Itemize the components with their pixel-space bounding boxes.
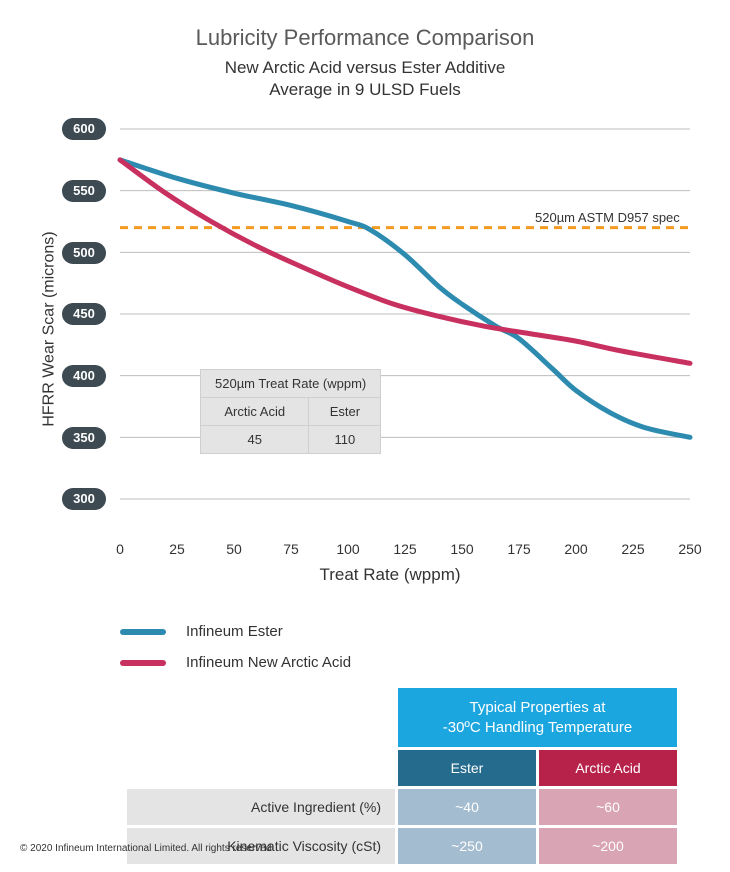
props-row0-label: Active Ingredient (%)	[127, 789, 395, 825]
props-title-l1: Typical Properties at	[470, 699, 606, 716]
y-tick: 400	[62, 365, 106, 387]
properties-table: Typical Properties at -30ºC Handling Tem…	[124, 685, 680, 867]
x-tick: 75	[283, 541, 299, 557]
chart-area: HFRR Wear Scar (microns) 300 350 400 450 500…	[30, 119, 700, 539]
subtitle-line-1: New Arctic Acid versus Ester Additive	[225, 58, 506, 77]
props-col-acid: Arctic Acid	[539, 750, 677, 786]
x-ticks: 0 25 50 75 100 125 150 175 200 225 250	[30, 539, 700, 561]
y-axis-label: HFRR Wear Scar (microns)	[41, 232, 59, 427]
props-title-l2: -30ºC Handling Temperature	[443, 719, 632, 736]
y-tick: 300	[62, 488, 106, 510]
legend-label-ester: Infineum Ester	[186, 623, 283, 640]
inset-col-arctic: Arctic Acid	[201, 398, 309, 426]
y-tick: 600	[62, 118, 106, 140]
props-row-0: Active Ingredient (%) ~40 ~60	[127, 789, 677, 825]
x-tick: 125	[393, 541, 416, 557]
x-tick: 225	[621, 541, 644, 557]
props-row1-acid: ~200	[539, 828, 677, 864]
chart-subtitle: New Arctic Acid versus Ester Additive Av…	[30, 57, 700, 101]
y-tick: 450	[62, 303, 106, 325]
props-title: Typical Properties at -30ºC Handling Tem…	[398, 688, 677, 747]
subtitle-line-2: Average in 9 ULSD Fuels	[269, 80, 461, 99]
x-tick: 50	[226, 541, 242, 557]
inset-col-ester: Ester	[309, 398, 381, 426]
legend-item-ester: Infineum Ester	[120, 623, 700, 640]
properties-table-wrap: Typical Properties at -30ºC Handling Tem…	[30, 685, 700, 867]
y-tick: 500	[62, 242, 106, 264]
props-col-ester: Ester	[398, 750, 536, 786]
x-tick: 250	[678, 541, 701, 557]
copyright: © 2020 Infineum International Limited. A…	[20, 843, 271, 854]
y-tick: 350	[62, 427, 106, 449]
x-tick: 200	[564, 541, 587, 557]
legend-swatch-acid	[120, 660, 166, 666]
page: Lubricity Performance Comparison New Arc…	[0, 0, 730, 872]
inset-table-title: 520µm Treat Rate (wppm)	[201, 370, 381, 398]
x-tick: 175	[507, 541, 530, 557]
x-tick: 150	[450, 541, 473, 557]
chart-title: Lubricity Performance Comparison	[30, 25, 700, 51]
inset-val-ester: 110	[309, 426, 381, 454]
x-axis-label: Treat Rate (wppm)	[80, 565, 700, 585]
inset-treat-rate-table: 520µm Treat Rate (wppm) Arctic Acid Este…	[200, 369, 381, 454]
props-row0-acid: ~60	[539, 789, 677, 825]
spec-line-label: 520µm ASTM D957 spec	[535, 210, 680, 225]
legend-label-acid: Infineum New Arctic Acid	[186, 654, 351, 671]
props-row1-ester: ~250	[398, 828, 536, 864]
inset-val-arctic: 45	[201, 426, 309, 454]
props-row0-ester: ~40	[398, 789, 536, 825]
x-tick: 0	[116, 541, 124, 557]
line-chart-svg	[30, 119, 700, 519]
y-tick: 550	[62, 180, 106, 202]
x-tick: 25	[169, 541, 185, 557]
legend: Infineum Ester Infineum New Arctic Acid	[120, 623, 700, 671]
x-tick: 100	[336, 541, 359, 557]
legend-item-acid: Infineum New Arctic Acid	[120, 654, 700, 671]
legend-swatch-ester	[120, 629, 166, 635]
